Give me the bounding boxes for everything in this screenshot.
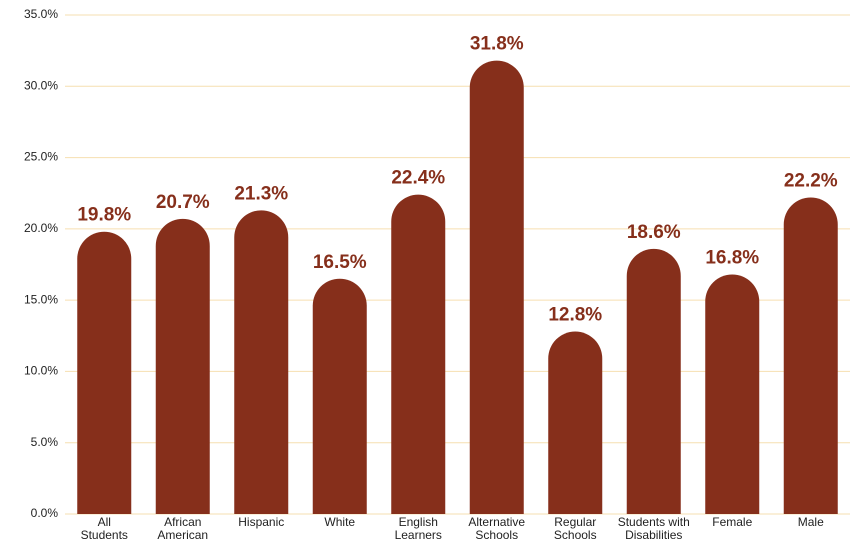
value-label: 20.7% bbox=[156, 192, 210, 213]
y-tick-label: 0.0% bbox=[31, 506, 59, 520]
y-tick-label: 30.0% bbox=[24, 78, 58, 92]
x-tick-label: Hispanic bbox=[238, 515, 285, 529]
x-tick-label: English Learners bbox=[394, 515, 442, 542]
x-tick-label: African American bbox=[157, 515, 209, 542]
bar bbox=[77, 231, 132, 514]
x-tick-label: Regular Schools bbox=[553, 515, 597, 542]
value-label: 16.5% bbox=[313, 252, 367, 273]
y-tick-label: 10.0% bbox=[24, 364, 58, 378]
x-tick-label: All Students bbox=[80, 515, 128, 542]
bar bbox=[469, 60, 524, 514]
value-label: 22.4% bbox=[391, 168, 445, 189]
x-tick-label: White bbox=[324, 515, 356, 529]
y-tick-label: 25.0% bbox=[24, 150, 58, 164]
bar bbox=[783, 197, 838, 514]
x-tick-label: Alternative Schools bbox=[468, 515, 526, 542]
value-label: 21.3% bbox=[234, 183, 288, 204]
value-label: 12.8% bbox=[548, 305, 602, 326]
value-label: 19.8% bbox=[77, 205, 131, 226]
bar bbox=[548, 331, 603, 514]
value-label: 16.8% bbox=[705, 247, 759, 268]
y-tick-label: 15.0% bbox=[24, 292, 58, 306]
bar bbox=[626, 248, 681, 514]
value-label: 18.6% bbox=[627, 222, 681, 243]
y-tick-label: 5.0% bbox=[31, 435, 59, 449]
x-tick-label: Male bbox=[797, 515, 824, 529]
bar bbox=[312, 278, 367, 514]
x-tick-label: Students with Disabilities bbox=[617, 515, 690, 542]
y-tick-label: 20.0% bbox=[24, 221, 58, 235]
value-label: 22.2% bbox=[784, 171, 838, 192]
bar bbox=[155, 218, 210, 514]
x-tick-label: Female bbox=[712, 515, 753, 529]
bar bbox=[705, 274, 760, 514]
y-tick-label: 35.0% bbox=[24, 7, 58, 21]
bar bbox=[391, 194, 446, 514]
value-label: 31.8% bbox=[470, 34, 524, 55]
bar bbox=[234, 210, 289, 514]
